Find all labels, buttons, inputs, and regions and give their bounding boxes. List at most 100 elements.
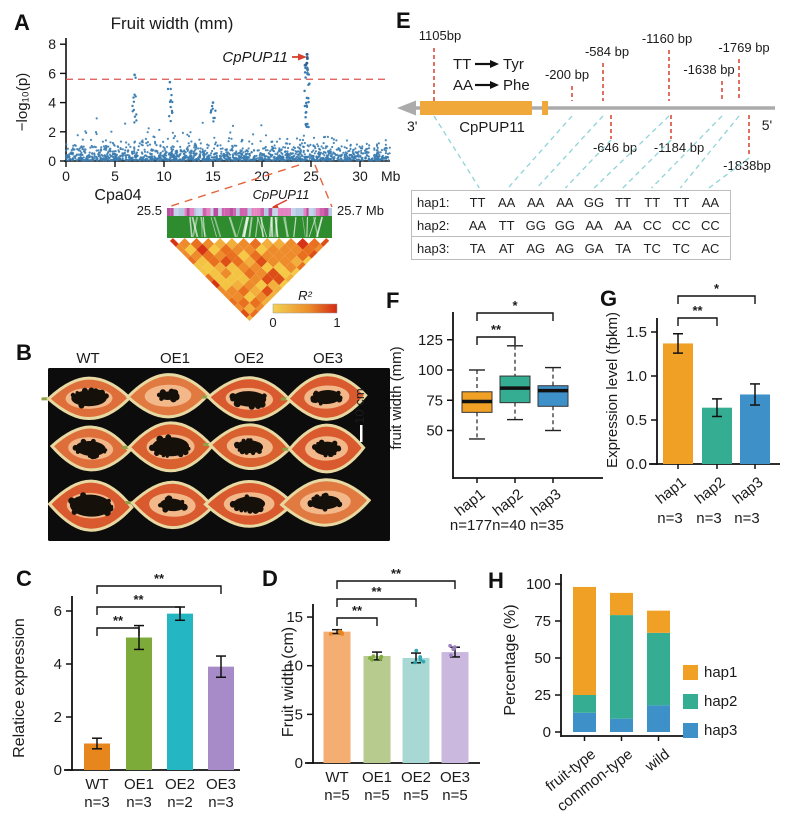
ld-cell (202, 238, 215, 250)
seed (186, 446, 191, 451)
snp-point (148, 143, 152, 146)
snp-point (373, 156, 376, 159)
snp-position-label: -200 bp (545, 67, 589, 82)
snp-track-stripe (328, 208, 332, 216)
snp-point (375, 153, 378, 156)
seed (244, 450, 249, 455)
snp-point (233, 144, 236, 147)
snp-point (152, 149, 155, 152)
data-point (418, 657, 423, 662)
x-unit-label: Mb (381, 168, 401, 184)
snp-point (93, 153, 96, 156)
snp-track-stripe (202, 208, 207, 216)
snp-point (248, 140, 251, 143)
snp-point (275, 140, 279, 143)
seed (323, 453, 328, 458)
seed (237, 448, 242, 452)
snp-point (201, 121, 204, 124)
snp-point (165, 154, 168, 157)
snp-position-label: 1105bp (419, 28, 461, 43)
snp-point (135, 113, 138, 116)
snp-point (242, 151, 245, 154)
snp-point (78, 147, 81, 150)
snp-track-stripe (186, 208, 190, 216)
snp-point (322, 147, 325, 150)
panel-a-title: Fruit width (mm) (111, 14, 234, 33)
aa-arrowhead-icon (490, 81, 499, 89)
bar-OE1 (363, 655, 391, 763)
allele-cell: AT (498, 240, 515, 256)
snp-point (306, 149, 309, 152)
snp-point (344, 153, 347, 156)
snp-point (189, 131, 192, 134)
seed (244, 494, 250, 500)
snp-point (80, 153, 83, 156)
hap-name: hap3: (417, 240, 450, 256)
allele-cell: TT (644, 194, 661, 210)
y-tick-label: 2 (48, 124, 56, 140)
snp-point (71, 157, 74, 160)
snp-point (117, 149, 120, 152)
snp-track-stripe (299, 208, 304, 216)
seed (318, 401, 323, 406)
column-label-OE3: OE3 (313, 350, 343, 367)
bar-OE1 (126, 637, 152, 770)
seed (104, 448, 108, 452)
ld-cell (226, 285, 238, 297)
snp-point (227, 140, 230, 143)
x-tick-label: 30 (352, 168, 368, 184)
significance-bracket (96, 627, 140, 636)
data-point (452, 645, 457, 650)
snp-point (297, 150, 300, 153)
ld-cell (231, 279, 244, 292)
ld-heatmap (167, 238, 332, 321)
snp-point (303, 156, 306, 159)
seed (336, 501, 343, 508)
snp-point (306, 57, 309, 60)
snp-point (211, 101, 215, 104)
aa-change-to: Phe (503, 77, 530, 94)
snp-point (187, 158, 190, 161)
bar-OE2 (402, 657, 430, 763)
seed-mass (229, 391, 267, 410)
band-streak (191, 216, 199, 238)
snp-point (225, 148, 228, 151)
snp-point (317, 155, 320, 158)
snp-point (166, 87, 170, 91)
significance-stars: ** (692, 303, 703, 318)
snp-point (243, 157, 246, 160)
snp-point (206, 156, 210, 159)
snp-point (138, 142, 141, 145)
seed (171, 389, 179, 397)
aa-change-from: TT (453, 56, 471, 73)
x-tick-label: 25 (303, 168, 319, 184)
snp-point (155, 149, 158, 152)
snp-point (196, 159, 199, 162)
snp-track-stripe (194, 208, 197, 216)
allele-cell: CC (642, 217, 662, 233)
significance-stars: ** (352, 603, 363, 618)
seed (159, 389, 166, 396)
snp-point (81, 146, 84, 149)
ld-cell (273, 238, 285, 250)
snp-track-stripe (221, 208, 225, 216)
snp-point (297, 154, 300, 157)
snp-point (98, 151, 101, 154)
seed-mass (70, 387, 109, 409)
snp-point (217, 158, 220, 161)
snp-point (240, 156, 243, 159)
allele-cell: TT (673, 194, 690, 210)
n-label: n=35 (530, 517, 564, 534)
seed (81, 387, 88, 394)
snp-point (381, 154, 384, 157)
snp-point (266, 149, 269, 152)
stack-segment-hap3 (647, 705, 670, 732)
seed (234, 505, 240, 512)
band-streak (282, 216, 290, 238)
snp-point (95, 132, 98, 136)
ld-cell (220, 267, 232, 280)
snp-point (278, 137, 281, 140)
